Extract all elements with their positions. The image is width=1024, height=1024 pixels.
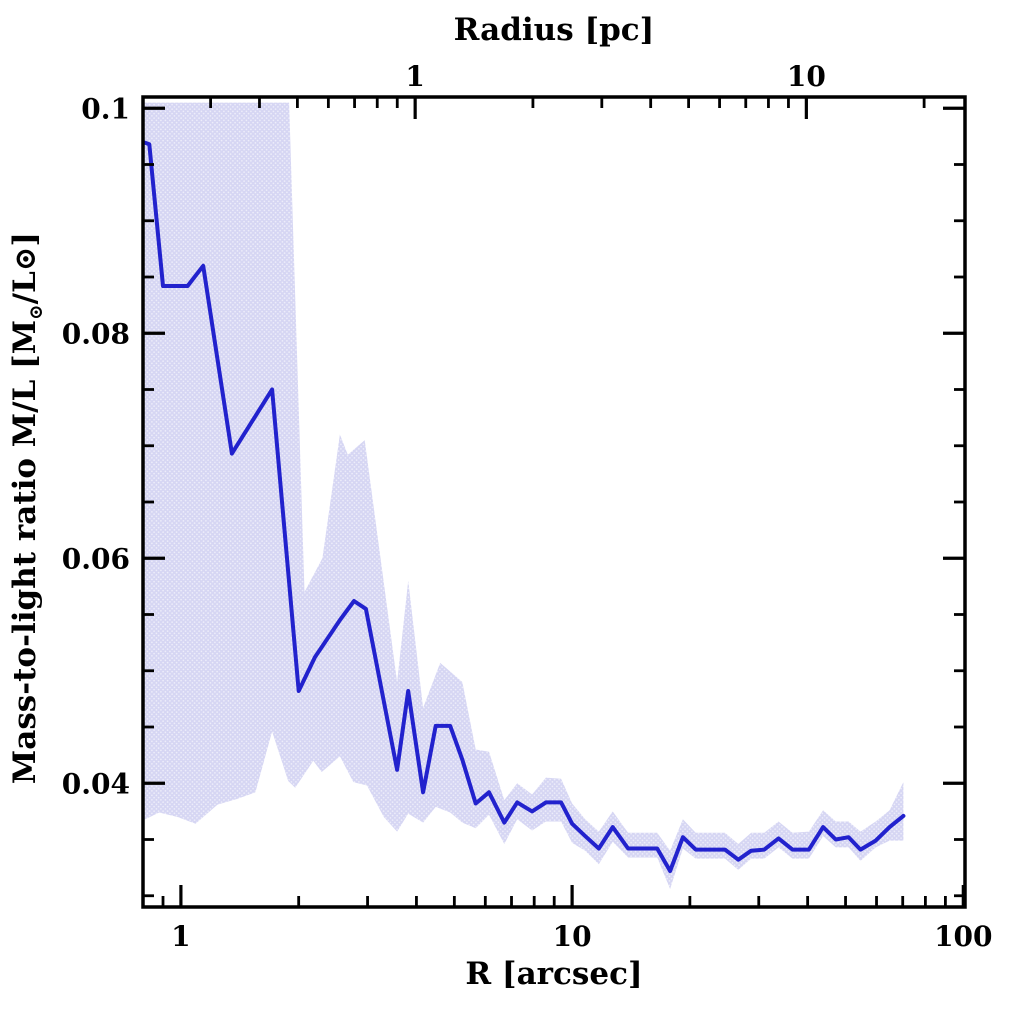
x-axis-title: R [arcsec] (465, 956, 643, 992)
y-axis-title-suffix: ] (6, 231, 43, 247)
axis-ticks (143, 97, 965, 907)
lsun-symbol: ⊙ (6, 246, 42, 272)
axis-tick-labels: 1 10 100 1 10 0.04 0.06 0.08 0.1 (62, 60, 993, 953)
y-axis-title: Mass-to-light ratio M/L [M⊙/L⊙] (7, 232, 47, 784)
x-tick-label: 100 (934, 920, 992, 953)
y-axis-title-mid: /L (6, 271, 43, 305)
top-axis-title: Radius [pc] (453, 12, 655, 48)
y-tick-label: 0.06 (62, 542, 130, 575)
x-tick-label: 1 (171, 920, 190, 953)
y-tick-label: 0.08 (62, 317, 130, 350)
top-tick-label: 10 (787, 60, 826, 93)
y-axis-title-prefix: Mass-to-light ratio M/L [M (6, 319, 43, 785)
confidence-band-area (143, 102, 904, 890)
profile-line (143, 140, 906, 873)
y-tick-label: 0.04 (62, 767, 130, 800)
x-tick-label: 10 (553, 920, 592, 953)
ml-profile-polyline (143, 140, 906, 873)
top-tick-label: 1 (405, 60, 424, 93)
y-tick-label: 0.1 (81, 92, 130, 125)
msun-symbol: ⊙ (26, 304, 48, 320)
confidence-band (143, 102, 904, 890)
